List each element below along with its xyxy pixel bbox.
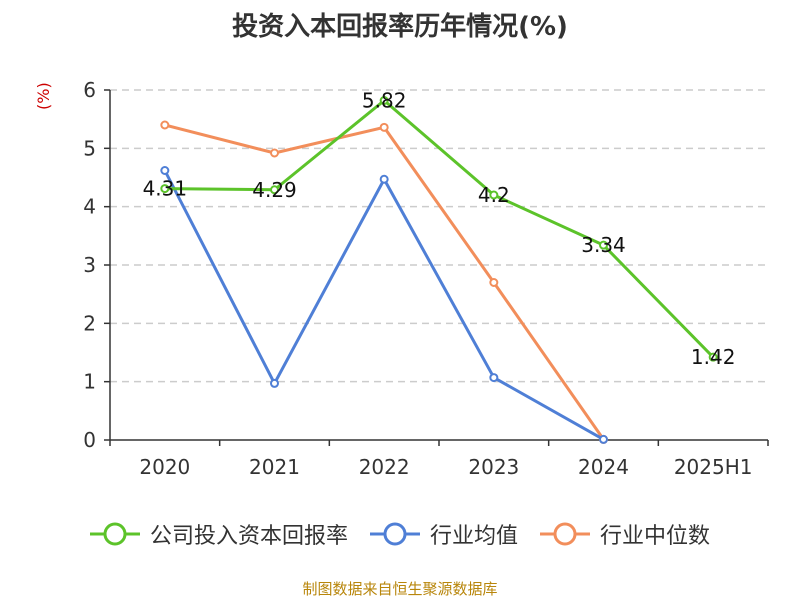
y-tick-label: 0 [83, 428, 96, 452]
data-point [160, 184, 170, 194]
data-point [599, 434, 608, 444]
legend-line-marker-icon [89, 522, 140, 546]
chart-legend: 公司投入资本回报率 行业均值 行业中位数 [0, 518, 800, 550]
data-label: 4.29 [252, 178, 297, 202]
data-point [599, 240, 608, 250]
y-tick-label: 5 [83, 136, 96, 160]
data-point [489, 278, 499, 287]
x-tick-label: 2023 [468, 455, 519, 479]
chart-title: 投资入本回报率历年情况(%) [232, 12, 568, 42]
x-tick-label: 2021 [249, 455, 300, 479]
x-tick-label: 2022 [359, 455, 410, 479]
data-point [270, 148, 279, 158]
legend-item-company-roic[interactable]: 公司投入资本回报率 [89, 518, 348, 550]
series-line [164, 99, 715, 359]
legend-line-marker-icon [540, 522, 590, 546]
data-point [379, 122, 389, 132]
data-point [160, 120, 170, 130]
data-point [379, 96, 389, 105]
legend-label: 公司投入资本回报率 [149, 524, 348, 549]
data-point [379, 174, 389, 184]
data-label: 1.42 [691, 345, 736, 369]
data-point [270, 378, 279, 388]
data-source-footer: 制图数据来自恒生聚源数据库 [302, 580, 498, 598]
data-point [270, 185, 279, 195]
legend-item-industry-median[interactable]: 行业中位数 [540, 518, 710, 550]
series-line [163, 169, 605, 441]
x-tick-label: 2024 [578, 455, 629, 479]
legend-label: 行业均值 [429, 524, 518, 549]
legend-line-marker-icon [369, 522, 420, 546]
data-point [489, 190, 499, 200]
y-tick-label: 2 [83, 311, 96, 335]
y-tick-label: 3 [83, 253, 96, 277]
y-tick-label: 4 [83, 195, 96, 219]
data-point [160, 166, 170, 175]
data-point [708, 352, 718, 362]
y-tick-label: 1 [83, 370, 96, 394]
data-label: 5.82 [362, 89, 407, 113]
data-label: 3.34 [581, 233, 626, 257]
legend-item-industry-average[interactable]: 行业均值 [369, 518, 518, 550]
x-tick-label: 2025H1 [674, 455, 753, 479]
data-point [489, 373, 499, 383]
series-line [164, 123, 605, 441]
data-label: 4.2 [478, 183, 510, 207]
legend-label: 行业中位数 [600, 524, 711, 549]
x-tick-label: 2020 [139, 455, 190, 479]
data-label: 4.31 [143, 177, 188, 201]
y-tick-label: 6 [83, 78, 96, 102]
